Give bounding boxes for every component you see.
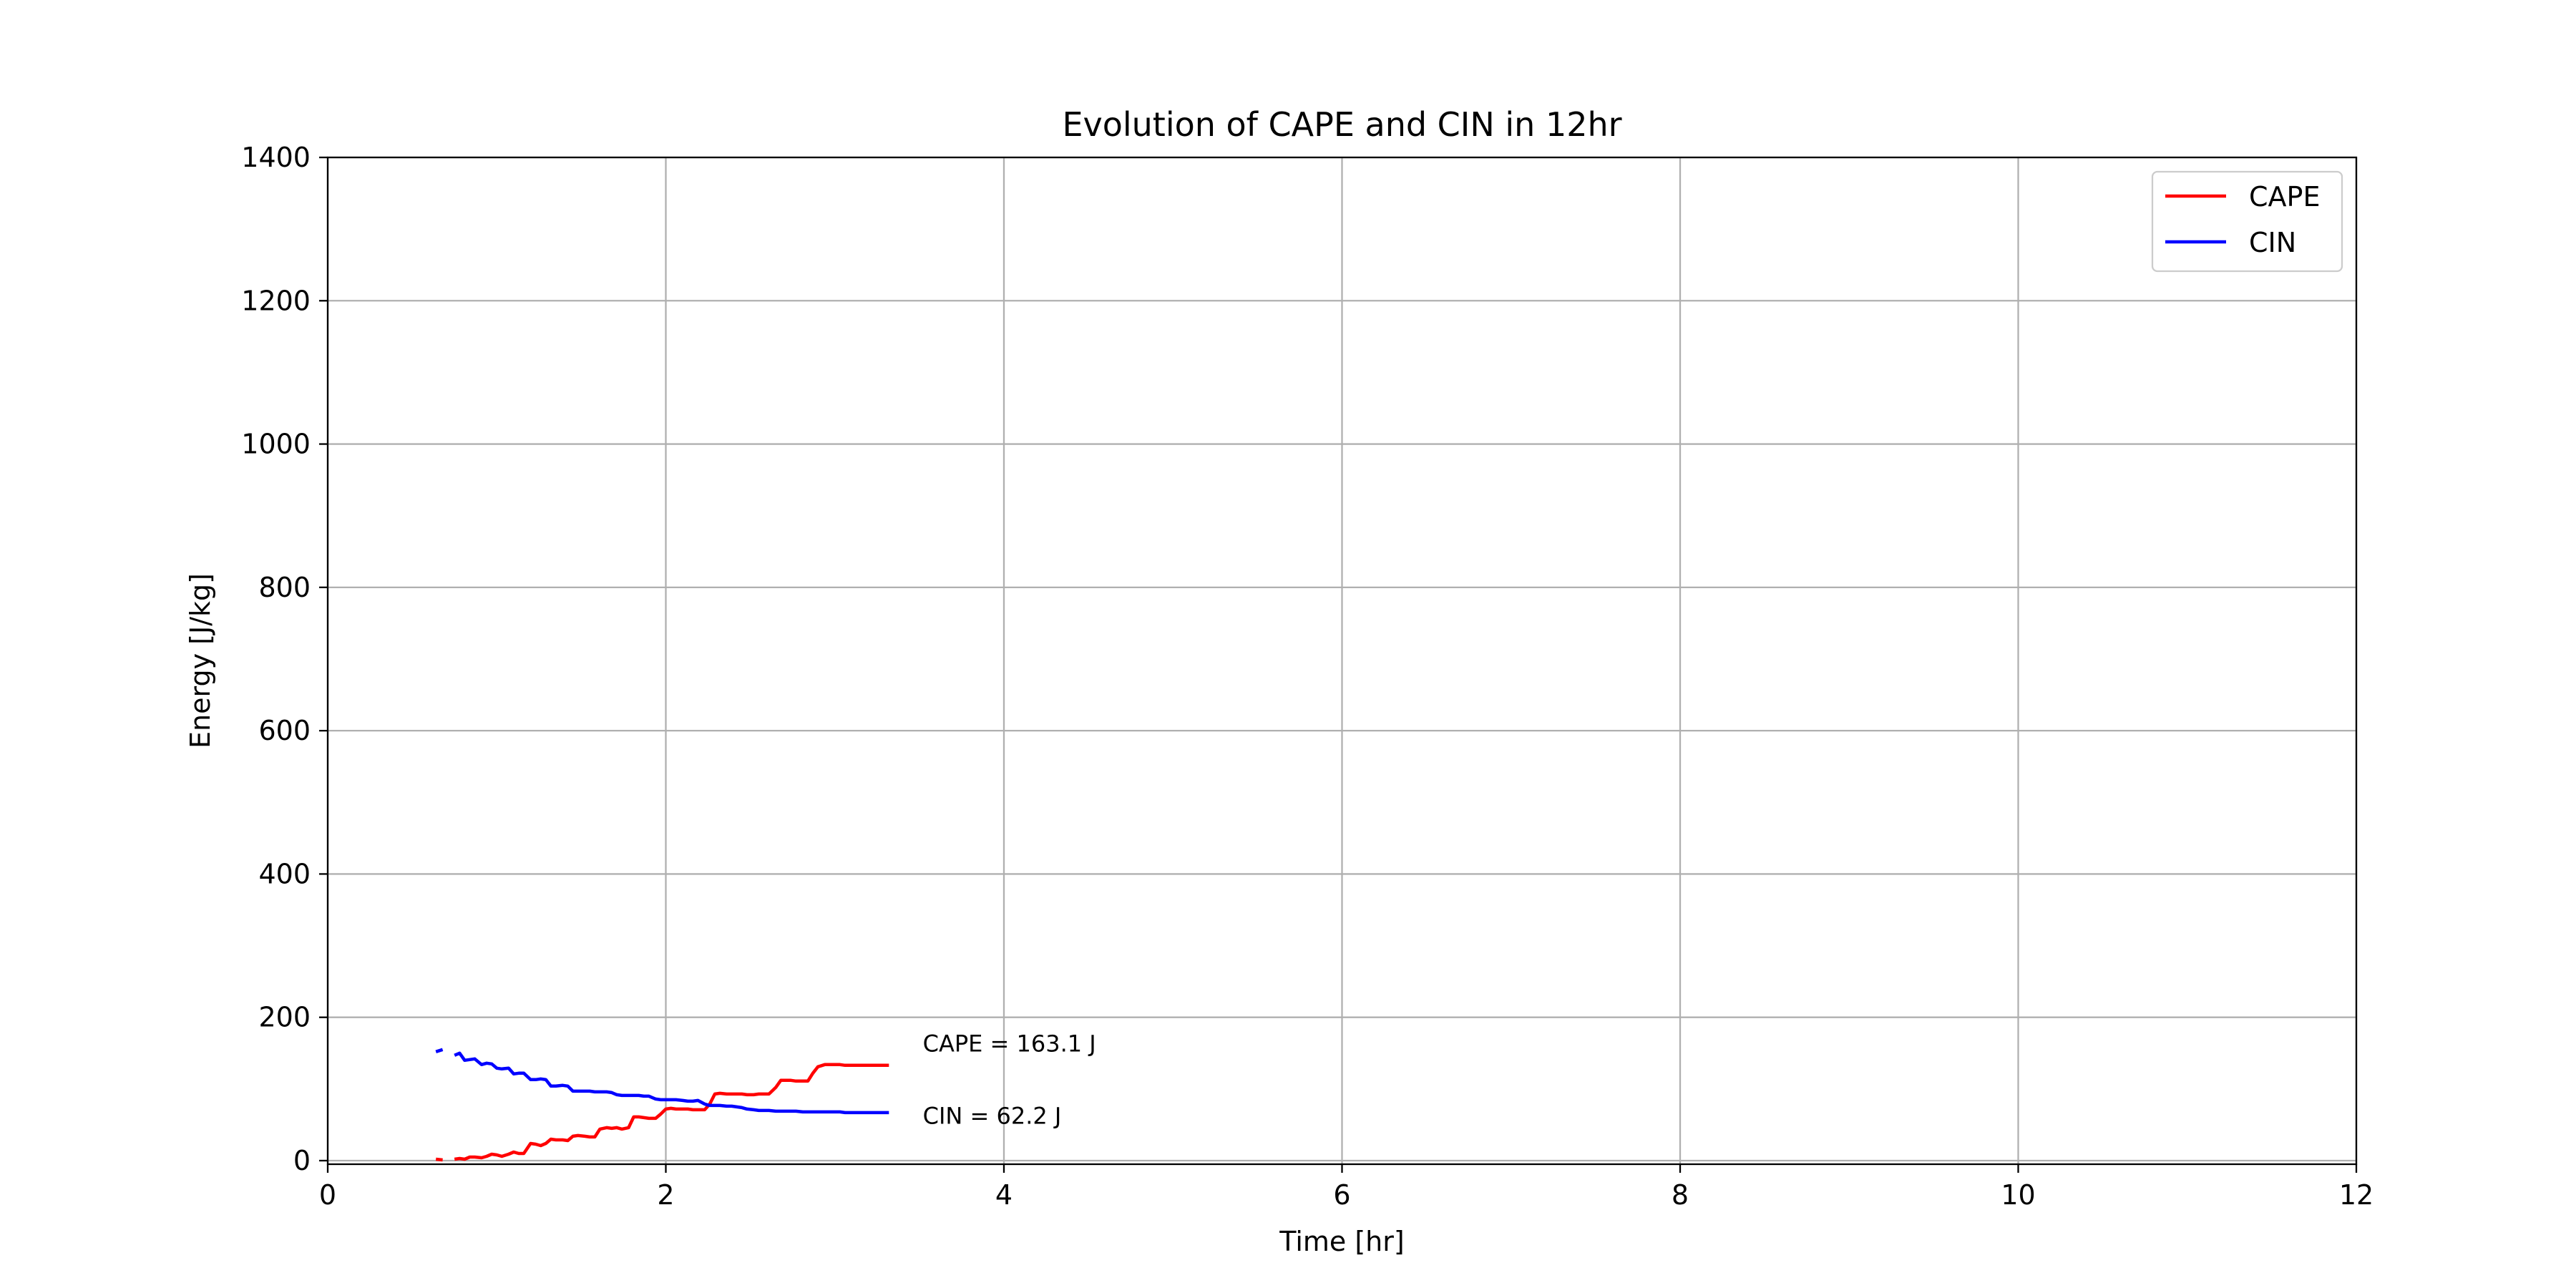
series-cin — [435, 1048, 889, 1115]
series-cape — [435, 1063, 889, 1162]
y-tick-label: 0 — [293, 1145, 311, 1176]
axis-ticks: 0 2 4 6 8 10 12 0 200 400 600 800 1000 1200 1400 — [241, 142, 2373, 1211]
y-tick-label: 200 — [258, 1002, 311, 1033]
legend: CAPE CIN — [2151, 170, 2343, 273]
x-axis-label: Time [hr] — [1279, 1226, 1404, 1257]
x-tick-label: 8 — [1672, 1179, 1689, 1211]
x-tick-label: 6 — [1333, 1179, 1350, 1211]
x-tick-label: 4 — [995, 1179, 1013, 1211]
legend-label-cin: CIN — [2249, 227, 2296, 258]
chart-title: Evolution of CAPE and CIN in 12hr — [1062, 105, 1621, 144]
y-tick-label: 800 — [258, 572, 311, 603]
x-tick-label: 0 — [319, 1179, 336, 1211]
cape-line — [435, 1157, 443, 1162]
annotations: CAPE = 163.1 J CIN = 62.2 J — [923, 1030, 1096, 1130]
y-axis-label: Energy [J/kg] — [185, 573, 216, 748]
value-annotation: CAPE = 163.1 J — [923, 1030, 1096, 1058]
y-tick-label: 600 — [258, 715, 311, 746]
series-lines — [435, 1048, 889, 1162]
cape-line — [454, 1063, 889, 1161]
x-tick-label: 10 — [2001, 1179, 2035, 1211]
x-tick-label: 12 — [2339, 1179, 2373, 1211]
value-annotation: CIN = 62.2 J — [923, 1103, 1062, 1130]
y-tick-label: 1400 — [241, 142, 311, 173]
y-tick-label: 1000 — [241, 429, 311, 460]
y-tick-label: 1200 — [241, 285, 311, 316]
cin-line — [454, 1051, 889, 1115]
legend-label-cape: CAPE — [2249, 181, 2320, 213]
x-tick-label: 2 — [657, 1179, 674, 1211]
y-tick-label: 400 — [258, 858, 311, 889]
cin-line — [435, 1048, 444, 1053]
